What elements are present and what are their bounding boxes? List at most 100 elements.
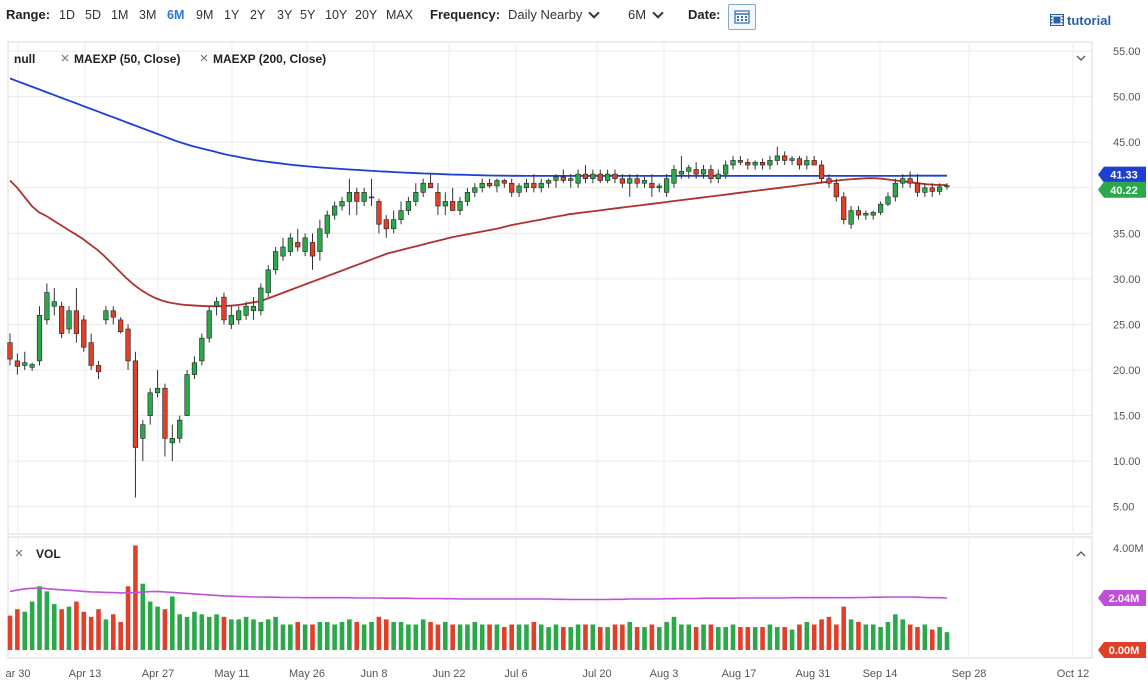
x-tick-label: Jun 8 [361, 668, 388, 680]
volume-bar [642, 627, 647, 650]
candle-body [7, 342, 13, 360]
volume-bar [7, 615, 13, 650]
volume-bar [546, 627, 551, 650]
volume-bar [730, 624, 736, 650]
range-button-5y[interactable]: 5Y [300, 8, 316, 22]
candle-body [509, 182, 515, 193]
vol-zero-badge-label: 0.00M [1109, 645, 1140, 657]
volume-bar [118, 621, 123, 650]
chevron-up-icon[interactable] [1076, 551, 1086, 557]
candle-body [132, 360, 139, 448]
range-button-1y[interactable]: 1Y [224, 8, 240, 22]
candle-body [118, 319, 124, 333]
candle-body [818, 164, 825, 179]
candle-body [391, 219, 397, 230]
candle-body [656, 185, 662, 189]
x-tick-label: May 11 [214, 668, 249, 680]
range-button-6m[interactable]: 6M [167, 8, 185, 22]
volume-bar [494, 624, 500, 650]
candle-body [531, 182, 537, 189]
candle-body [789, 158, 795, 161]
volume-bar [944, 632, 950, 650]
volume-bar [745, 627, 751, 650]
candle-body [464, 192, 471, 202]
candle-body [442, 201, 448, 207]
candle-body [398, 210, 404, 220]
volume-bar [369, 621, 374, 650]
candle-body [88, 342, 94, 366]
y-tick-label: 20.00 [1113, 365, 1141, 377]
candle-body [582, 173, 589, 179]
candle-body [265, 269, 271, 293]
volume-bar [74, 601, 79, 650]
range-button-1d[interactable]: 1D [59, 8, 75, 22]
ma50-line [9, 177, 947, 308]
volume-bar [66, 606, 72, 650]
candle-body [66, 310, 72, 330]
candle-body [457, 201, 463, 211]
ma200-badge-label: 41.33 [1110, 170, 1138, 182]
candle-body [162, 387, 168, 439]
candle-body [110, 310, 116, 318]
range-button-10y[interactable]: 10Y [325, 8, 348, 22]
candle-body [287, 237, 293, 252]
legend-vol: VOL [36, 547, 61, 561]
range-button-9m[interactable]: 9M [196, 8, 214, 22]
period-select[interactable]: 6M [628, 7, 664, 22]
range-button-5d[interactable]: 5D [85, 8, 101, 22]
volume-bar [634, 627, 640, 650]
candle-body [833, 182, 839, 198]
volume-bar [251, 619, 256, 650]
volume-bar [664, 621, 669, 650]
tutorial-link[interactable]: tutorial [1049, 13, 1112, 28]
candle-body [486, 182, 493, 187]
range-button-20y[interactable]: 20Y [355, 8, 378, 22]
volume-bar [44, 591, 50, 650]
candle-body [221, 296, 227, 321]
candle-body [686, 167, 692, 172]
range-button-3m[interactable]: 3M [139, 8, 157, 22]
volume-bar [155, 606, 160, 650]
close-icon[interactable] [200, 54, 208, 62]
volume-bar [605, 627, 610, 650]
tutorial-label: tutorial [1067, 13, 1112, 28]
candle-body [250, 305, 257, 312]
candle-body [368, 196, 375, 199]
candle-body [759, 161, 766, 166]
chevron-down-icon[interactable] [1076, 55, 1086, 61]
candle-body [826, 178, 832, 184]
volume-bar [383, 619, 389, 650]
range-button-3y[interactable]: 3Y [277, 8, 293, 22]
volume-bar [37, 586, 42, 650]
candle-body [317, 228, 323, 252]
volume-bar [265, 619, 271, 650]
volume-bar [376, 616, 382, 650]
range-button-1m[interactable]: 1M [111, 8, 129, 22]
candle-body [937, 186, 943, 192]
x-tick-label: Jun 22 [432, 668, 465, 680]
close-icon[interactable] [15, 549, 23, 557]
frequency-select[interactable]: Daily Nearby [508, 7, 601, 22]
y-tick-label: 30.00 [1113, 274, 1141, 286]
volume-bar [206, 616, 212, 650]
range-button-max[interactable]: MAX [386, 8, 414, 22]
volume-bar [29, 601, 35, 650]
volume-bar [937, 627, 942, 650]
candle-body [354, 192, 360, 202]
film-icon [1049, 13, 1065, 27]
date-picker-button[interactable] [728, 4, 756, 30]
range-button-2y[interactable]: 2Y [250, 8, 266, 22]
volume-bar [339, 621, 345, 650]
candle-body [324, 214, 330, 234]
volume-bar [590, 624, 596, 650]
volume-bar [133, 545, 138, 650]
volume-bar [450, 624, 455, 650]
close-icon[interactable] [61, 54, 69, 62]
volume-bar [51, 604, 57, 650]
vol-ma-badge [1098, 589, 1146, 606]
x-tick-label: Jul 6 [504, 668, 527, 680]
candle-body [715, 173, 721, 179]
candle-body [671, 169, 677, 184]
calendar-icon [734, 10, 750, 24]
